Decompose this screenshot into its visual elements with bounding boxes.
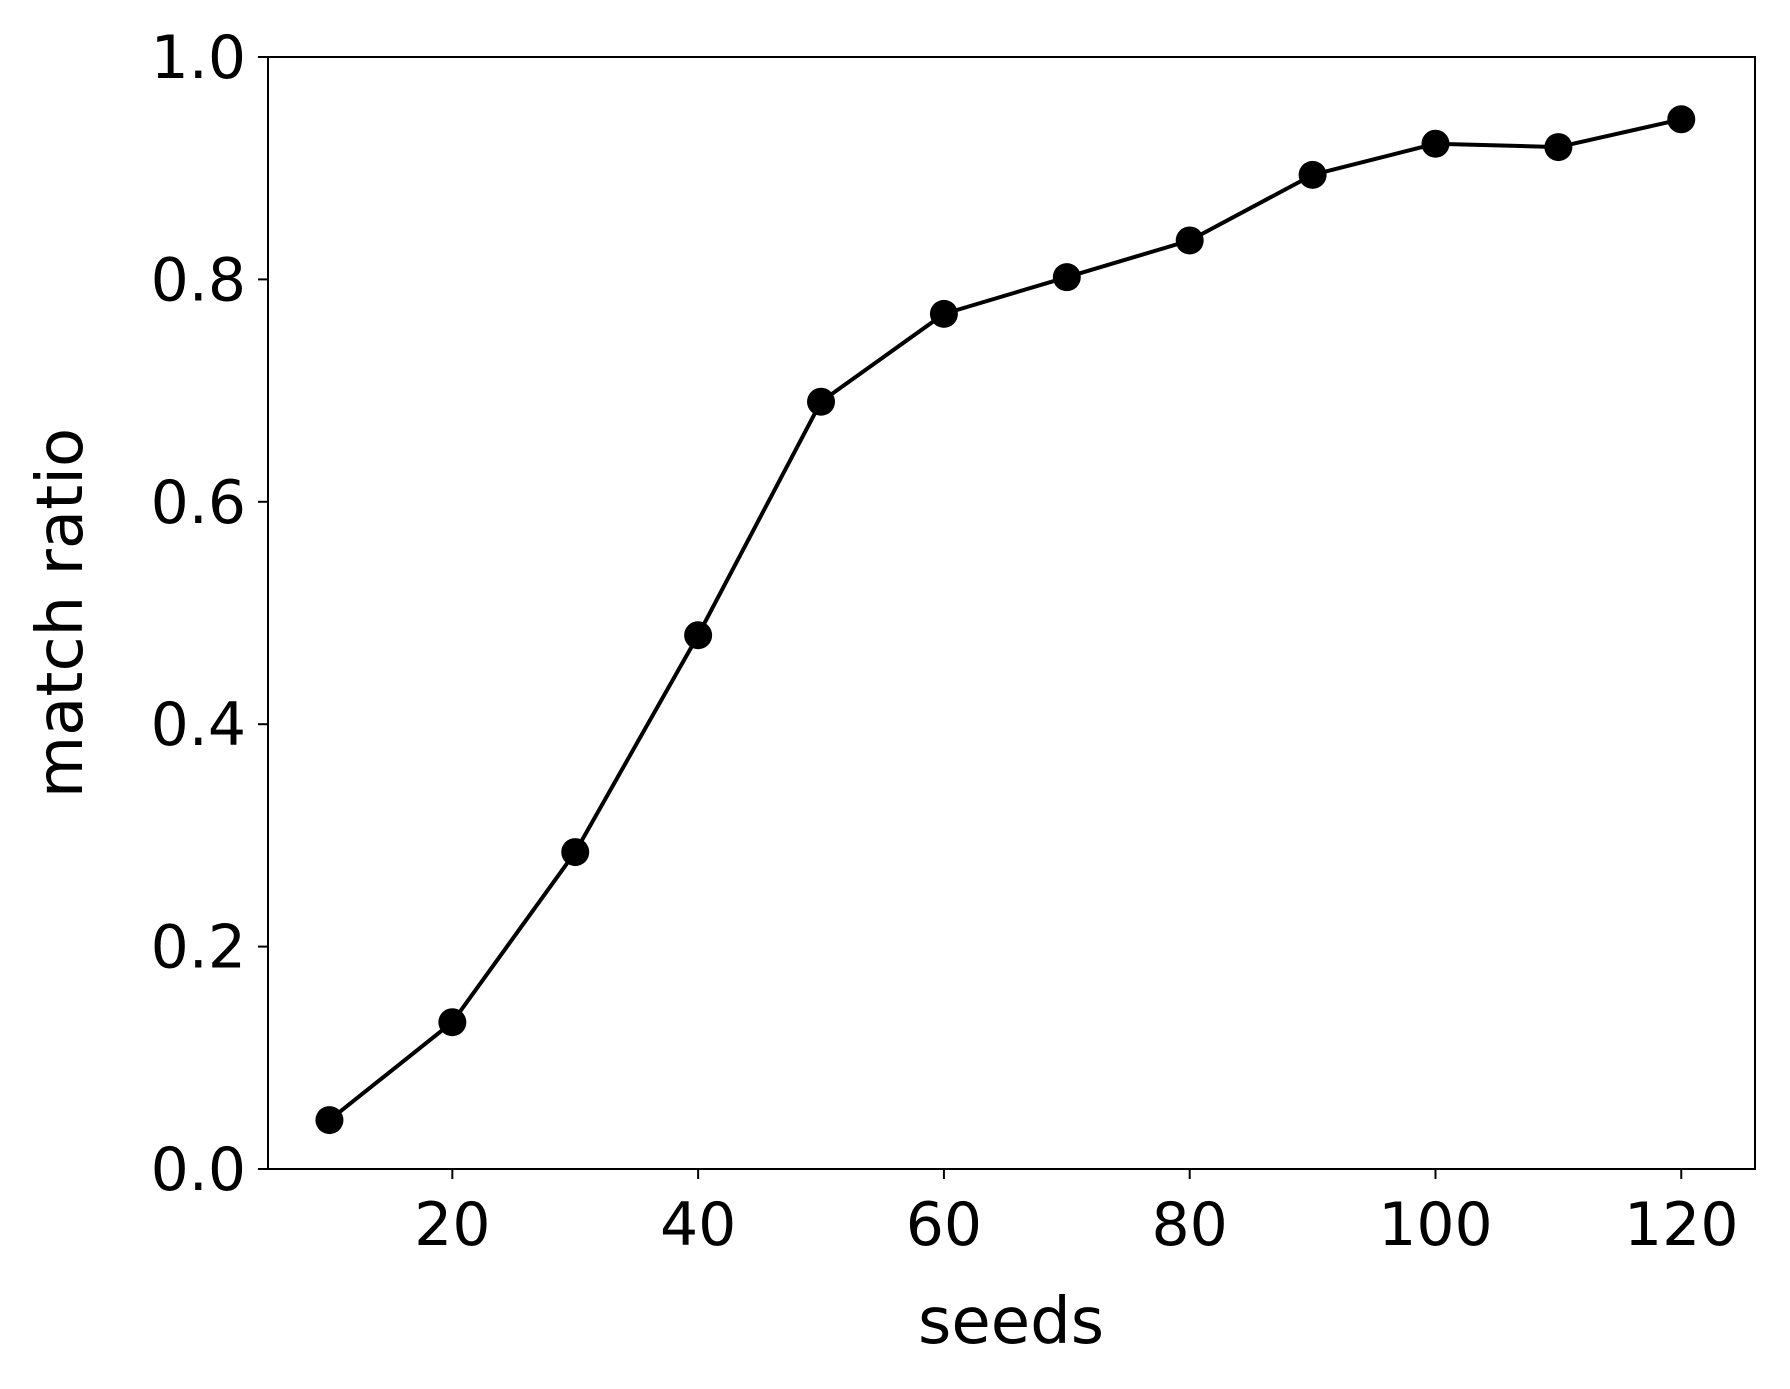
series-line [327,117,1684,1123]
data-point [684,621,713,650]
y-tick-label: 1.0 [151,23,246,93]
x-tick-label: 100 [1378,1190,1493,1260]
data-point [1298,160,1327,189]
y-axis-label: match ratio [24,428,98,798]
y-tick-label: 0.2 [151,913,246,983]
data-point [438,1008,467,1037]
data-point [1175,226,1204,255]
data-point [1667,105,1696,134]
plot-area [268,57,1755,1169]
data-point [1052,263,1081,292]
y-tick-label: 0.0 [151,1135,246,1205]
x-tick-label: 40 [660,1190,736,1260]
x-tick-label: 60 [906,1190,982,1260]
x-tick-label: 120 [1624,1190,1739,1260]
data-point [1544,133,1573,162]
x-tick-label: 20 [414,1190,490,1260]
x-axis-label: seeds [918,1285,1104,1359]
data-point [561,838,590,867]
y-tick-label: 0.6 [151,468,246,538]
y-tick-label: 0.4 [151,690,246,760]
x-tick-label: 80 [1152,1190,1228,1260]
ticks-layer: 20 40 60 80 100 120 0.0 0.2 0.4 0.6 0.8 1.0 [151,23,1739,1260]
plot-frame [267,56,1756,1170]
data-point [1421,129,1450,158]
y-tick-label: 0.8 [151,245,246,315]
data-point [929,299,958,328]
data-point [315,1106,344,1135]
series-layer [315,105,1696,1135]
data-point [807,387,836,416]
